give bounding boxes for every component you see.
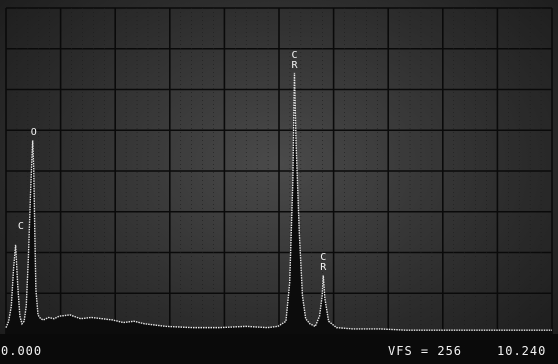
peak-label-text: C xyxy=(291,49,298,61)
peak-label-text: C xyxy=(320,252,327,264)
peak-label-text: C xyxy=(17,221,24,232)
spectrum-line xyxy=(5,72,552,331)
peak-label-text: R xyxy=(291,59,298,71)
x-end-readout: 10.240 xyxy=(497,344,547,358)
peak-label: O xyxy=(28,128,40,138)
x-start-readout: 0.000 xyxy=(1,344,43,358)
vfs-readout: VFS = 256 xyxy=(388,344,463,358)
peak-label-text: R xyxy=(320,262,327,274)
grid xyxy=(5,7,553,335)
readout-strip xyxy=(0,334,558,364)
peak-label-text: O xyxy=(30,127,37,139)
peak-label: C xyxy=(15,222,27,232)
